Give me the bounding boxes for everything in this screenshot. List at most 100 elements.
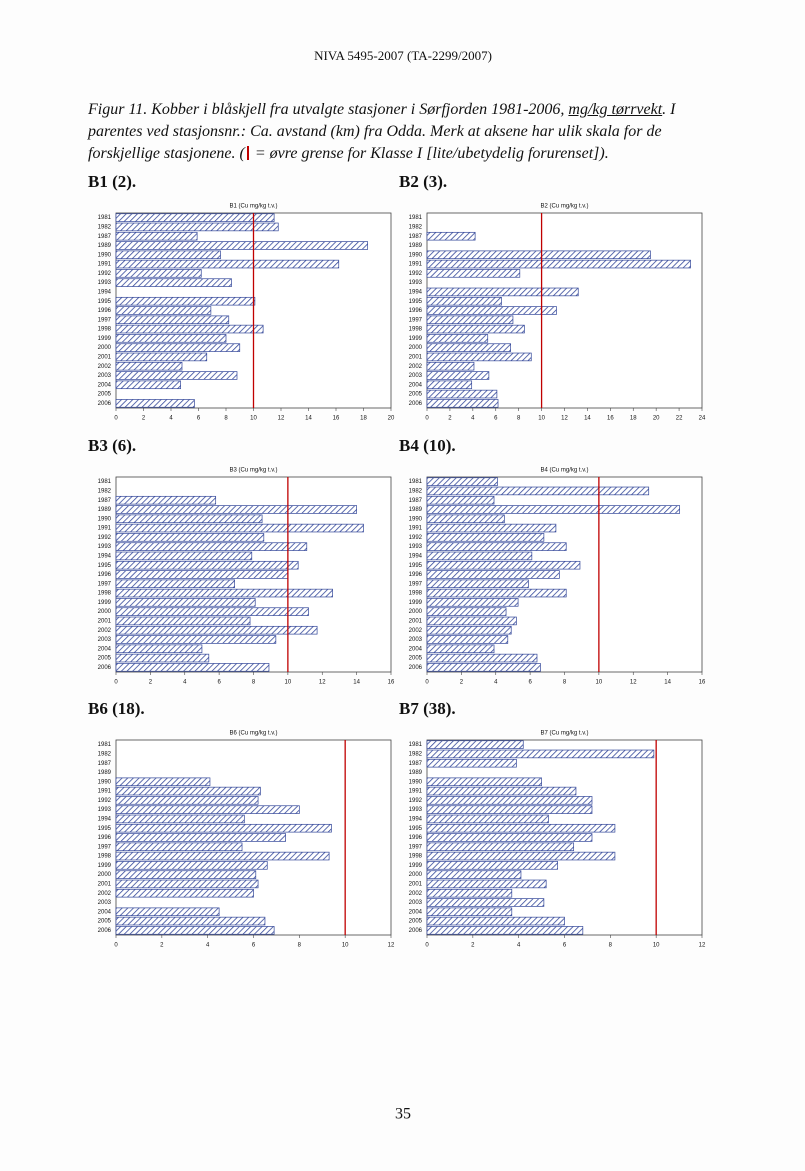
x-tick-label: 6 <box>217 680 221 686</box>
y-tick-label: 2001 <box>409 619 423 625</box>
y-tick-label: 1991 <box>409 262 423 268</box>
y-tick-label: 1994 <box>98 554 112 560</box>
x-tick-label: 6 <box>494 416 498 422</box>
bar <box>115 916 266 926</box>
bar <box>115 907 220 917</box>
x-tick-label: 12 <box>630 680 637 686</box>
bar <box>115 324 264 334</box>
caption-line: forskjellige stasjonene. ( = øvre grense… <box>88 143 676 165</box>
bar <box>426 231 476 241</box>
bar <box>426 851 616 861</box>
bar <box>115 570 289 579</box>
bar <box>426 786 577 796</box>
y-tick-label: 2006 <box>98 928 112 934</box>
y-tick-label: 1998 <box>98 591 112 597</box>
y-tick-label: 2002 <box>98 364 112 370</box>
y-tick-label: 1990 <box>98 252 112 258</box>
y-tick-label: 1992 <box>409 271 423 277</box>
x-tick-label: 12 <box>561 416 568 422</box>
caption-line: parentes ved stasjonsnr.: Ca. avstand (k… <box>88 123 662 140</box>
panel-label: B6 (18). <box>88 699 145 718</box>
y-tick-label: 1991 <box>98 526 112 532</box>
bar <box>426 514 505 524</box>
y-tick-label: 2003 <box>98 637 112 643</box>
y-tick-label: 1998 <box>409 854 423 860</box>
y-tick-label: 1982 <box>98 752 112 758</box>
bar <box>115 560 299 570</box>
y-tick-label: 2004 <box>409 382 423 388</box>
y-tick-label: 2001 <box>98 355 112 361</box>
bar <box>115 870 257 879</box>
bar <box>426 916 565 926</box>
bar <box>115 523 364 533</box>
x-tick-label: 2 <box>149 680 153 686</box>
y-tick-label: 1993 <box>409 544 423 550</box>
y-tick-label: 1982 <box>98 489 112 495</box>
bar <box>115 879 259 889</box>
panel-label: B7 (38). <box>399 699 456 718</box>
bar <box>115 514 263 524</box>
x-tick-label: 10 <box>596 680 603 686</box>
y-tick-label: 1998 <box>409 591 423 597</box>
bar <box>115 278 232 287</box>
y-tick-label: 1995 <box>409 826 423 832</box>
x-tick-label: 4 <box>517 943 521 949</box>
x-tick-label: 8 <box>224 416 228 422</box>
y-tick-label: 1987 <box>98 498 112 504</box>
y-tick-label: 1991 <box>409 789 423 795</box>
y-tick-label: 1997 <box>409 317 423 323</box>
y-tick-label: 1995 <box>98 826 112 832</box>
y-tick-label: 2004 <box>409 646 423 652</box>
y-tick-label: 1998 <box>409 327 423 333</box>
bar <box>426 259 691 269</box>
bar <box>426 533 545 542</box>
x-tick-label: 4 <box>471 416 475 422</box>
x-tick-label: 10 <box>653 943 660 949</box>
y-tick-label: 1987 <box>409 234 423 240</box>
y-tick-label: 2006 <box>409 665 423 671</box>
bar <box>426 749 655 759</box>
y-tick-label: 2002 <box>409 364 423 370</box>
bar <box>115 663 270 672</box>
bar <box>426 607 507 616</box>
x-tick-label: 0 <box>425 943 429 949</box>
bar <box>426 625 512 635</box>
bar <box>426 523 557 533</box>
bar <box>115 805 300 814</box>
bar <box>426 399 499 408</box>
y-tick-label: 2006 <box>98 665 112 671</box>
bar <box>115 505 357 514</box>
bar <box>115 495 217 505</box>
bar <box>426 334 489 343</box>
y-tick-label: 1990 <box>98 516 112 522</box>
bar <box>115 796 259 805</box>
bar <box>115 259 340 269</box>
bar <box>426 269 521 278</box>
y-tick-label: 1996 <box>409 572 423 578</box>
caption-text: forskjellige stasjonene. ( <box>88 145 245 162</box>
bar <box>115 926 275 935</box>
bar <box>426 588 567 598</box>
y-tick-label: 2003 <box>409 373 423 379</box>
y-tick-label: 1994 <box>98 817 112 823</box>
bar <box>115 371 238 380</box>
x-tick-label: 0 <box>114 943 118 949</box>
bar <box>115 551 253 561</box>
bar <box>426 380 473 390</box>
y-tick-label: 1987 <box>98 761 112 767</box>
y-tick-label: 1999 <box>409 863 423 869</box>
bar <box>115 851 330 861</box>
bar <box>426 542 567 551</box>
y-tick-label: 1981 <box>409 742 423 748</box>
y-tick-label: 2001 <box>98 882 112 888</box>
panel-label: B3 (6). <box>88 436 136 455</box>
x-tick-label: 24 <box>699 416 706 422</box>
x-tick-label: 10 <box>342 943 349 949</box>
bar <box>426 551 533 561</box>
y-tick-label: 1997 <box>409 581 423 587</box>
bar <box>426 861 558 870</box>
y-tick-label: 2000 <box>98 345 112 351</box>
x-tick-label: 4 <box>169 416 173 422</box>
y-tick-label: 2005 <box>98 656 112 662</box>
